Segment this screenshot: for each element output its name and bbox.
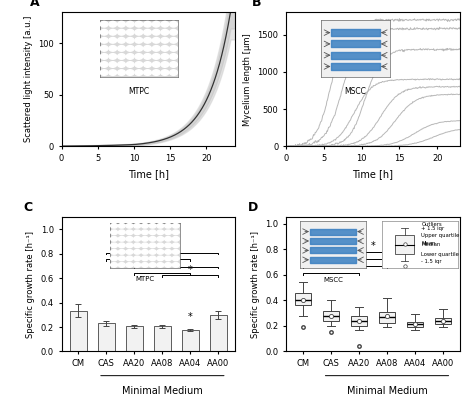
Text: *: *: [343, 255, 347, 265]
Text: *: *: [174, 256, 179, 266]
PathPatch shape: [379, 312, 395, 323]
Text: *: *: [188, 312, 193, 322]
Text: B: B: [252, 0, 261, 9]
Bar: [210, 315, 227, 351]
Bar: [98, 323, 115, 351]
Text: *: *: [356, 248, 361, 258]
PathPatch shape: [435, 318, 451, 324]
Text: *: *: [371, 241, 375, 251]
Text: D: D: [248, 202, 258, 215]
PathPatch shape: [323, 311, 339, 321]
Bar: [182, 330, 199, 351]
Bar: [154, 326, 171, 351]
Y-axis label: Specific growth rate [h⁻¹]: Specific growth rate [h⁻¹]: [251, 231, 260, 338]
PathPatch shape: [295, 292, 311, 305]
Text: *: *: [160, 242, 165, 252]
Y-axis label: Scattered light intensity [a.u.]: Scattered light intensity [a.u.]: [24, 16, 33, 143]
Text: Minimal Medium: Minimal Medium: [122, 386, 203, 396]
Y-axis label: Specific growth rate [h⁻¹]: Specific growth rate [h⁻¹]: [26, 231, 35, 338]
Bar: [126, 326, 143, 351]
Y-axis label: Mycelium length [µm]: Mycelium length [µm]: [243, 33, 252, 126]
X-axis label: Time [h]: Time [h]: [128, 168, 169, 179]
Bar: [70, 311, 87, 351]
Text: Minimal Medium: Minimal Medium: [346, 386, 428, 396]
X-axis label: Time [h]: Time [h]: [353, 168, 393, 179]
Text: *: *: [188, 265, 193, 275]
PathPatch shape: [407, 322, 423, 326]
Text: *: *: [160, 262, 165, 272]
Text: C: C: [23, 202, 33, 215]
Text: A: A: [30, 0, 40, 9]
PathPatch shape: [351, 316, 367, 326]
Text: *: *: [328, 262, 333, 272]
Text: *: *: [146, 248, 151, 258]
